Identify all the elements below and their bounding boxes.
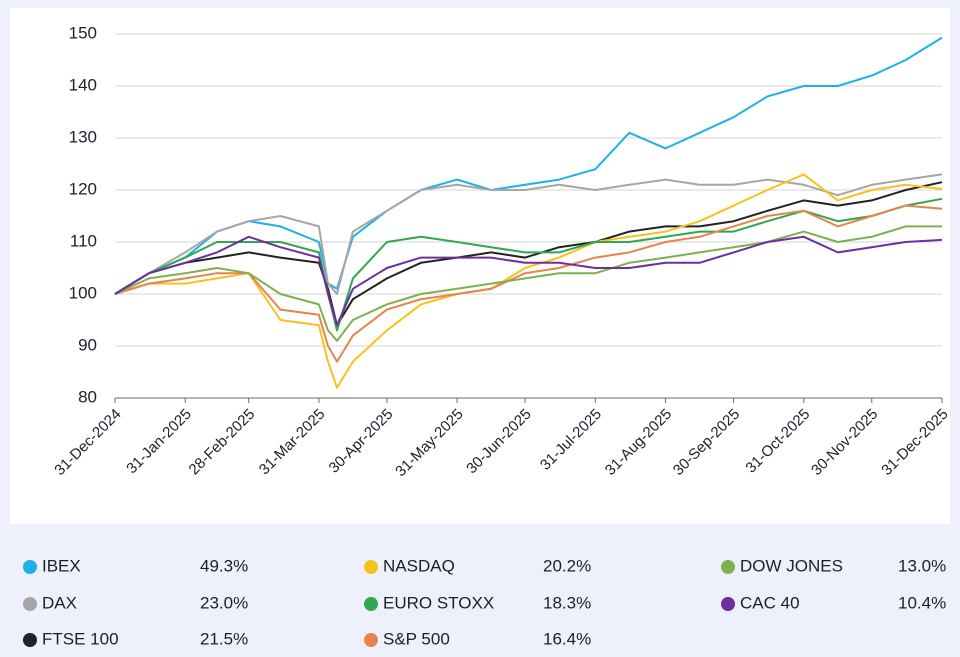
legend-marker (23, 560, 37, 574)
legend-marker (23, 597, 37, 611)
legend-label: FTSE 100 (42, 629, 119, 648)
series-line (114, 173, 943, 295)
legend-marker (721, 560, 735, 574)
legend-marker (23, 633, 37, 647)
legend-label: DAX (42, 593, 77, 612)
y-tick-label: 120 (69, 179, 97, 198)
series-line (114, 197, 943, 332)
legend-label: DOW JONES (740, 556, 843, 575)
legend-marker (364, 633, 378, 647)
legend-label: NASDAQ (383, 556, 455, 575)
series-line (114, 225, 942, 342)
series-line (114, 204, 943, 363)
y-tick-label: 150 (69, 23, 97, 42)
y-tick-label: 130 (69, 127, 97, 146)
y-tick-label: 90 (78, 335, 97, 354)
y-tick-label: 140 (69, 75, 97, 94)
legend-label: S&P 500 (383, 629, 450, 648)
legend-marker (721, 597, 735, 611)
legend-value: 18.3% (543, 593, 591, 612)
series-line (114, 181, 943, 327)
legend-label: IBEX (42, 556, 81, 575)
y-tick-label: 80 (78, 387, 97, 406)
legend-value: 16.4% (543, 629, 591, 648)
y-tick-label: 100 (69, 283, 97, 302)
legend-value: 21.5% (200, 629, 248, 648)
y-tick-label: 110 (70, 231, 97, 250)
legend-value: 10.4% (898, 593, 946, 612)
legend-value: 23.0% (200, 593, 248, 612)
legend-marker (364, 597, 378, 611)
legend-value: 49.3% (200, 556, 248, 575)
legend-label: EURO STOXX (383, 593, 494, 612)
series-line (114, 235, 943, 327)
legend-value: 20.2% (543, 556, 591, 575)
legend-label: CAC 40 (740, 593, 800, 612)
legend-marker (364, 560, 378, 574)
legend-value: 13.0% (898, 556, 946, 575)
